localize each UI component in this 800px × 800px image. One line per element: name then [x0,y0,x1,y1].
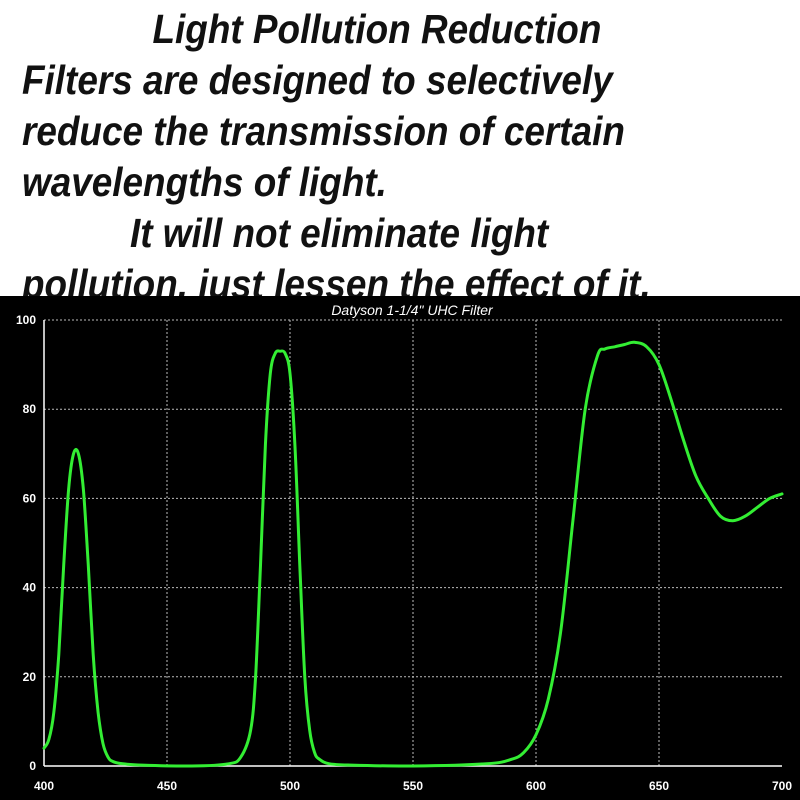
x-tick-label: 700 [772,779,792,793]
x-tick-label: 400 [34,779,54,793]
x-tick-label: 450 [157,779,177,793]
chart-series-line [42,340,784,768]
y-tick-label: 100 [16,313,36,327]
y-tick-label: 40 [23,581,37,595]
y-tick-label: 20 [23,670,37,684]
x-tick-label: 550 [403,779,423,793]
chart-tick-labels: 400 450 500 550 600 650 700 0 20 40 60 80 100 [16,313,792,793]
y-tick-label: 80 [23,402,37,416]
caption-paragraph-1: Light Pollution Reduction Filters are de… [22,6,625,205]
x-tick-label: 600 [526,779,546,793]
x-tick-label: 650 [649,779,669,793]
transmission-chart: 400 450 500 550 600 650 700 0 20 40 60 80 100 Datyso… [16,302,792,793]
y-tick-label: 60 [23,491,37,505]
chart-panel: 400 450 500 550 600 650 700 0 20 40 60 80 100 Datyso… [0,296,800,800]
y-tick-label: 0 [29,759,36,773]
caption: Light Pollution Reduction Filters are de… [22,4,715,310]
caption-paragraph-2: It will not eliminate light pollution, j… [22,210,651,307]
chart-title: Datyson 1-1/4" UHC Filter [331,302,494,318]
chart-grid [43,319,782,767]
x-tick-label: 500 [280,779,300,793]
